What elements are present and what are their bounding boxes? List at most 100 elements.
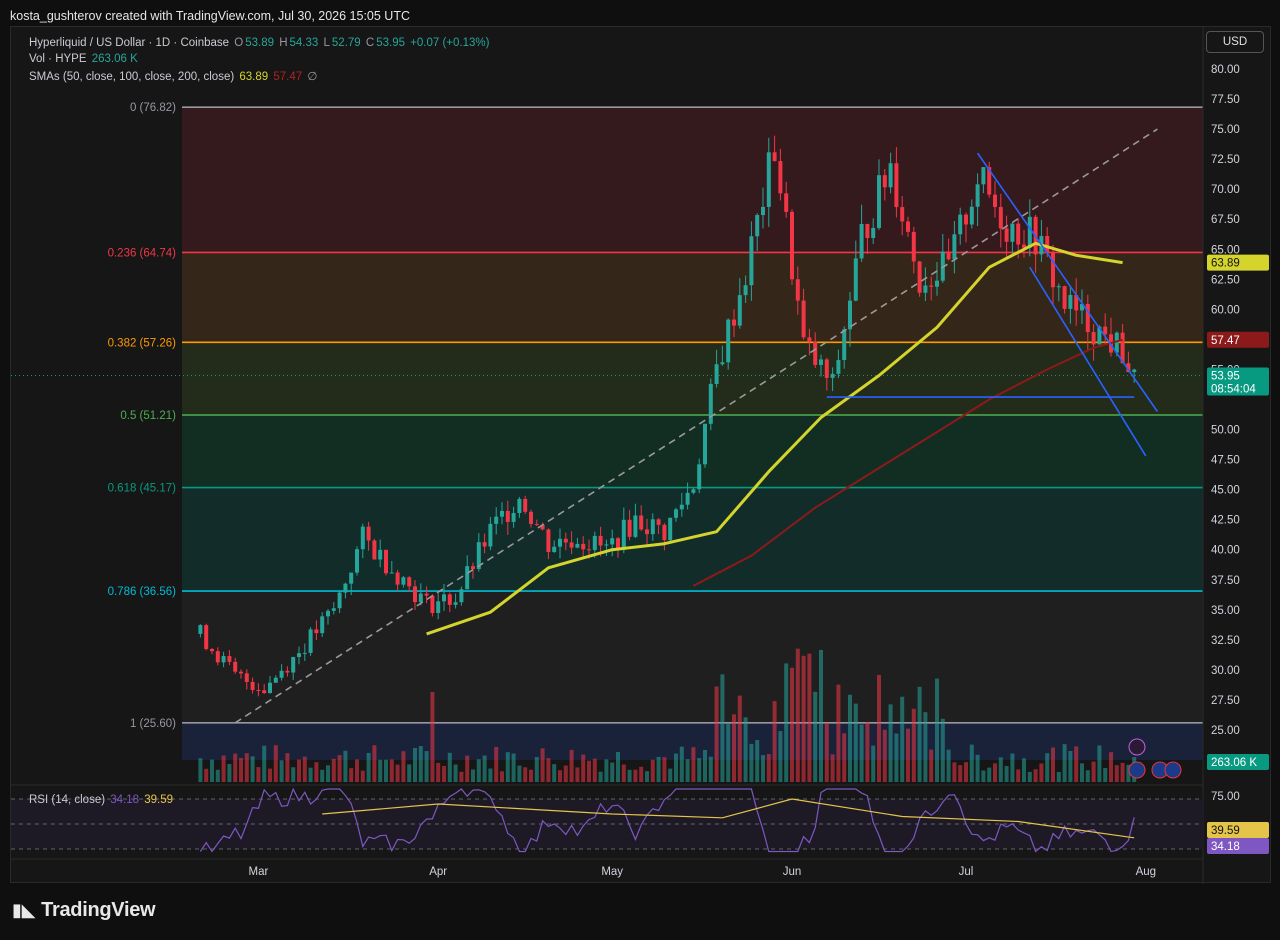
candle-body (853, 258, 858, 301)
volume-bar (558, 770, 562, 782)
volume-bar (772, 701, 777, 782)
volume-bar (1051, 747, 1055, 782)
candle-body (436, 601, 441, 613)
volume-bar (204, 768, 209, 782)
y-tick-label: 80.00 (1211, 64, 1240, 76)
fib-label-0.786: 0.786 (36.56) (108, 586, 177, 598)
rsi-label[interactable]: RSI (14, close) (29, 794, 106, 806)
volume-bar (378, 759, 383, 782)
volume-label[interactable]: Vol · HYPE (29, 53, 87, 65)
volume-bar (488, 768, 493, 782)
candle-body (958, 214, 963, 235)
candle-body (534, 523, 539, 525)
candle-body (685, 492, 690, 505)
candle-body (998, 206, 1003, 229)
candle-body (511, 513, 516, 522)
volume-bar (703, 749, 707, 782)
currency-button[interactable]: USD (1206, 31, 1264, 53)
candle-body (952, 234, 957, 260)
volume-bar (482, 755, 487, 782)
candle-body (1074, 295, 1079, 311)
candle-body (581, 543, 586, 550)
volume-bar (906, 728, 910, 782)
volume-bar (546, 758, 551, 782)
close-label: C (365, 37, 375, 49)
candle-body (1068, 295, 1073, 309)
candle-body (877, 175, 881, 228)
fib-label-0.618: 0.618 (45.17) (108, 483, 177, 495)
y-tick-label: 47.50 (1211, 455, 1240, 467)
rsi-line (199, 787, 1135, 853)
candle-body (784, 193, 789, 212)
candle-body (668, 517, 673, 541)
volume-bar (650, 759, 655, 782)
sma-label[interactable]: SMAs (50, close, 100, close, 200, close) (29, 71, 235, 83)
low-label: L (323, 37, 330, 49)
volume-bar (761, 755, 765, 782)
x-tick-label: Aug (1136, 866, 1156, 878)
candle-body (1114, 332, 1119, 353)
candle-body (262, 690, 267, 694)
candle-body (302, 652, 307, 654)
candle-body (674, 509, 678, 518)
y-tick-label: 50.00 (1211, 425, 1240, 437)
fib-zone-0.786 (182, 591, 1203, 723)
candle-body (523, 498, 528, 512)
candle-body (198, 625, 203, 634)
volume-bar (749, 743, 754, 782)
volume-bar (581, 754, 586, 782)
volume-bar (732, 714, 736, 782)
candle-body (865, 224, 870, 239)
candle-body (755, 215, 760, 237)
volume-bar (436, 762, 441, 782)
candle-body (761, 206, 765, 216)
volume-bar (830, 754, 835, 782)
candle-body (819, 359, 823, 365)
open-label: O (234, 37, 244, 49)
y-tick-label: 42.50 (1211, 515, 1240, 527)
sma50-value: 63.89 (239, 71, 269, 83)
volume-bar (766, 754, 771, 782)
y-tick-label: 70.00 (1211, 184, 1240, 196)
volume-bar (610, 762, 615, 782)
lightning-event-icon (1128, 738, 1146, 756)
volume-bar (737, 695, 742, 782)
candle-body (824, 359, 829, 378)
chart-frame[interactable]: 0 (76.82) 0.236 (64.74) 0.382 (57.26) 0.5 (… (10, 26, 1272, 884)
candle-body (378, 549, 383, 560)
y-tick-label: 35.00 (1211, 605, 1240, 617)
candle-body (558, 538, 562, 547)
volume-bar (935, 678, 939, 782)
volume-bar (563, 765, 568, 782)
volume-bar (465, 755, 470, 782)
volume-bar (674, 753, 678, 782)
candle-body (790, 211, 794, 280)
candle-body (447, 594, 452, 605)
candle-body (726, 319, 731, 363)
candle-body (227, 656, 232, 662)
price-chart[interactable]: 0 (76.82) 0.236 (64.74) 0.382 (57.26) 0.5 (… (11, 27, 1272, 884)
candle-body (575, 543, 580, 548)
y-tick-label: 32.50 (1211, 635, 1240, 647)
symbol-name[interactable]: Hyperliquid / US Dollar · 1D · Coinbase (29, 37, 230, 49)
volume-bar (842, 733, 847, 782)
volume-bar (297, 759, 301, 782)
candle-body (697, 464, 702, 490)
candle-body (221, 656, 226, 663)
volume-bar (302, 756, 307, 782)
volume-bar (575, 767, 580, 782)
volume-bar (993, 763, 997, 782)
fib-zone-0.236 (182, 252, 1203, 343)
volume-bar (447, 752, 452, 782)
tradingview-logo[interactable]: ▮◣ TradingView (12, 899, 156, 922)
high-value: 54.33 (289, 37, 319, 49)
y-tick-label: 65.00 (1211, 244, 1240, 256)
volume-bar (1085, 770, 1090, 782)
volume-bar (714, 686, 719, 782)
candle-body (1022, 244, 1026, 248)
candle-body (691, 489, 696, 493)
candle-body (592, 535, 597, 550)
y-tick-label: 27.50 (1211, 695, 1240, 707)
candle-body (540, 524, 545, 530)
volume-bar (355, 759, 359, 782)
